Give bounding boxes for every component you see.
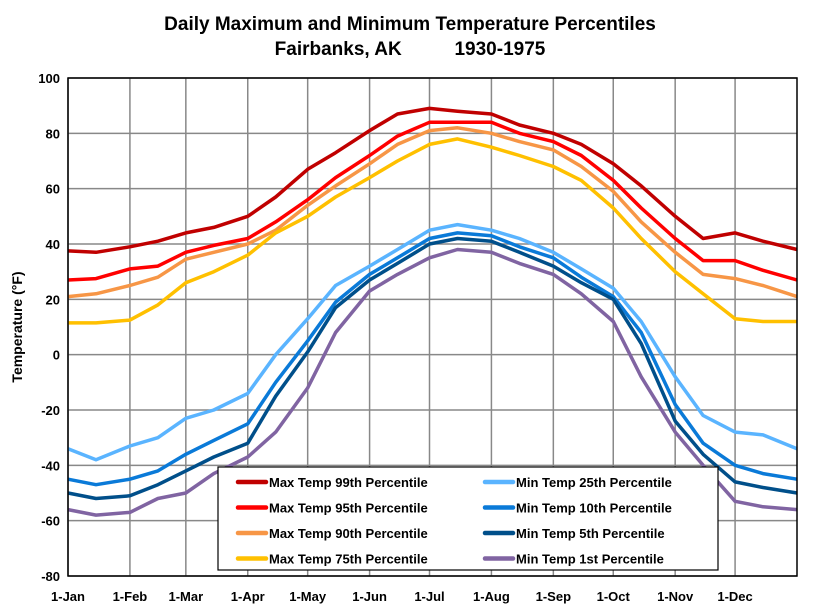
series-lines — [67, 106, 798, 517]
series-line — [68, 137, 797, 325]
y-tick-label: -40 — [41, 458, 60, 473]
series-line — [67, 106, 798, 255]
y-tick-label: 0 — [53, 348, 60, 363]
y-tick-label: 80 — [46, 126, 60, 141]
x-tick-label: 1-Oct — [597, 589, 631, 604]
y-tick-label: -60 — [41, 514, 60, 529]
legend: Max Temp 99th Percentile Max Temp 95th Pe… — [217, 466, 719, 571]
series-line — [67, 236, 798, 501]
legend-label: Max Temp 99th Percentile — [269, 475, 428, 490]
x-tick-label: 1-Sep — [536, 589, 571, 604]
x-tick-label: 1-Dec — [717, 589, 752, 604]
x-tick-label: 1-Feb — [113, 589, 148, 604]
legend-label: Min Temp 25th Percentile — [516, 475, 672, 490]
x-tick-label: 1-Jun — [352, 589, 387, 604]
y-axis-label: Temperature (°F) — [9, 271, 25, 382]
y-tick-label: 100 — [38, 71, 60, 86]
legend-label: Max Temp 90th Percentile — [269, 526, 428, 541]
chart-subtitle: Fairbanks, AK 1930-1975 — [275, 39, 546, 60]
legend-label: Min Temp 10th Percentile — [516, 501, 672, 516]
x-tick-label: 1-May — [289, 589, 327, 604]
x-tick-label: 1-Jul — [414, 589, 444, 604]
x-tick-label: 1-Jan — [51, 589, 85, 604]
y-tick-label: 60 — [46, 182, 60, 197]
x-tick-label: 1-Aug — [473, 589, 510, 604]
x-tick-label: 1-Nov — [657, 589, 694, 604]
series-line — [67, 120, 798, 282]
series-line — [67, 247, 798, 517]
tick-labels: -80 -60 -40 -20 0 20 40 60 80 100 1-Jan 1-Feb 1-Mar 1… — [38, 71, 752, 604]
y-tick-label: -20 — [41, 403, 60, 418]
y-tick-label: 20 — [46, 292, 60, 307]
y-tick-label: 40 — [46, 237, 60, 252]
legend-label: Max Temp 75th Percentile — [269, 552, 428, 567]
legend-label: Max Temp 95th Percentile — [269, 501, 428, 516]
series-line — [67, 222, 798, 462]
series-line — [67, 231, 798, 487]
plot-border — [67, 77, 798, 577]
legend-label: Min Temp 1st Percentile — [516, 552, 664, 567]
chart-title: Daily Maximum and Minimum Temperature Pe… — [164, 14, 656, 35]
legend-box — [217, 466, 719, 571]
x-tick-label: 1-Apr — [231, 589, 265, 604]
legend-label: Min Temp 5th Percentile — [516, 526, 665, 541]
series-line — [67, 126, 798, 299]
y-tick-label: -80 — [41, 569, 60, 584]
x-tick-label: 1-Mar — [168, 589, 203, 604]
